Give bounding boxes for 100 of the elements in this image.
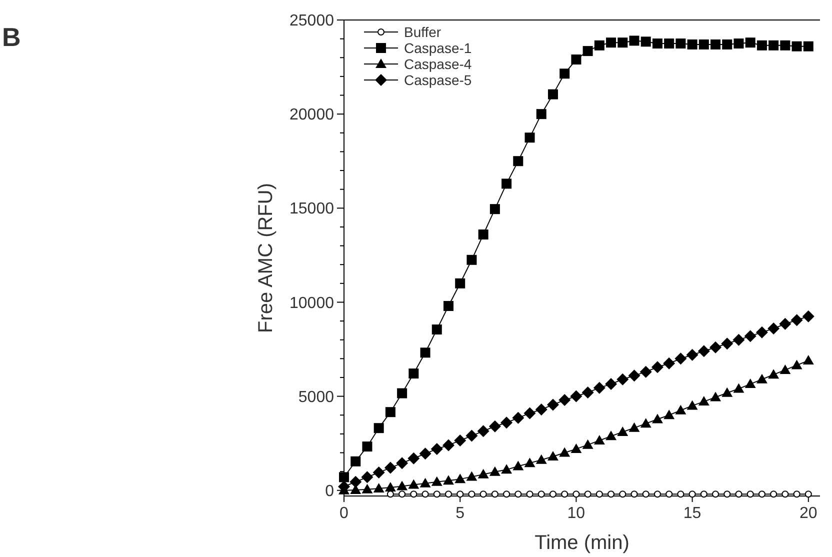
- point: [698, 396, 710, 406]
- point: [664, 410, 675, 420]
- point: [654, 490, 661, 498]
- point: [722, 387, 733, 397]
- point: [698, 39, 709, 50]
- point: [735, 490, 742, 498]
- point: [408, 368, 419, 379]
- point: [547, 450, 558, 460]
- point: [674, 352, 687, 365]
- point: [432, 324, 442, 334]
- point: [422, 490, 429, 498]
- point: [501, 464, 512, 474]
- point: [780, 364, 791, 374]
- point: [733, 383, 744, 393]
- point: [724, 490, 731, 498]
- point: [443, 300, 454, 311]
- legend-label: Caspase-4: [404, 56, 472, 72]
- point: [373, 482, 384, 492]
- point: [559, 447, 570, 457]
- y-tick-label: 10000: [290, 294, 334, 312]
- point: [524, 407, 536, 420]
- point: [374, 423, 384, 434]
- point: [372, 466, 385, 478]
- legend-label: Buffer: [404, 24, 442, 40]
- y-tick-label: 15000: [290, 200, 334, 218]
- point: [397, 388, 408, 398]
- y-axis-title: Free AMC (RFU): [255, 183, 277, 333]
- point: [396, 480, 408, 490]
- point: [780, 40, 790, 50]
- y-tick-label: 25000: [290, 12, 334, 30]
- point: [744, 330, 756, 342]
- point: [802, 355, 814, 365]
- y-tick-label: 0: [325, 482, 334, 500]
- point: [779, 318, 792, 330]
- point: [488, 420, 501, 432]
- point: [454, 474, 466, 484]
- point: [582, 439, 594, 449]
- point: [744, 378, 756, 388]
- point: [606, 430, 617, 440]
- point: [478, 468, 489, 478]
- point: [361, 471, 374, 484]
- point: [628, 370, 640, 382]
- point: [491, 490, 498, 498]
- point: [756, 374, 768, 384]
- point: [546, 398, 559, 411]
- point: [536, 109, 546, 120]
- point: [593, 382, 606, 394]
- point: [420, 478, 431, 488]
- point: [666, 490, 673, 498]
- y-tick-label: 5000: [298, 388, 334, 406]
- point: [442, 475, 454, 485]
- point: [468, 490, 476, 498]
- point: [362, 442, 372, 452]
- point: [477, 425, 490, 438]
- point: [430, 442, 443, 455]
- point: [676, 38, 686, 49]
- point: [454, 434, 466, 446]
- point: [362, 484, 373, 494]
- point: [628, 422, 640, 432]
- point: [712, 490, 720, 498]
- point: [502, 178, 512, 189]
- point: [594, 435, 605, 444]
- point: [582, 386, 594, 399]
- point: [339, 472, 349, 482]
- legend-label: Caspase-5: [404, 72, 472, 88]
- point: [756, 326, 768, 338]
- point: [489, 466, 500, 476]
- point: [768, 322, 780, 335]
- point: [572, 490, 580, 498]
- point: [686, 348, 698, 361]
- point: [688, 490, 696, 498]
- point: [385, 407, 396, 418]
- point: [804, 490, 812, 498]
- x-tick-label: 15: [683, 505, 702, 522]
- point: [536, 454, 547, 464]
- point: [350, 476, 362, 488]
- x-tick-label: 20: [799, 505, 818, 522]
- point: [791, 360, 802, 370]
- point: [570, 390, 582, 402]
- point: [444, 490, 452, 498]
- point: [790, 314, 803, 326]
- point: [663, 357, 676, 370]
- point: [570, 443, 582, 453]
- point: [582, 46, 593, 56]
- point: [792, 41, 802, 52]
- point: [746, 490, 754, 498]
- point: [526, 490, 534, 498]
- point: [640, 366, 652, 378]
- point: [561, 490, 568, 498]
- point: [433, 490, 440, 498]
- point: [617, 426, 628, 436]
- point: [419, 448, 432, 460]
- point: [535, 403, 548, 416]
- point: [466, 254, 477, 265]
- point: [514, 490, 522, 498]
- point: [431, 476, 442, 486]
- point: [745, 38, 756, 48]
- point: [652, 38, 662, 49]
- point: [616, 373, 629, 386]
- point: [512, 460, 524, 470]
